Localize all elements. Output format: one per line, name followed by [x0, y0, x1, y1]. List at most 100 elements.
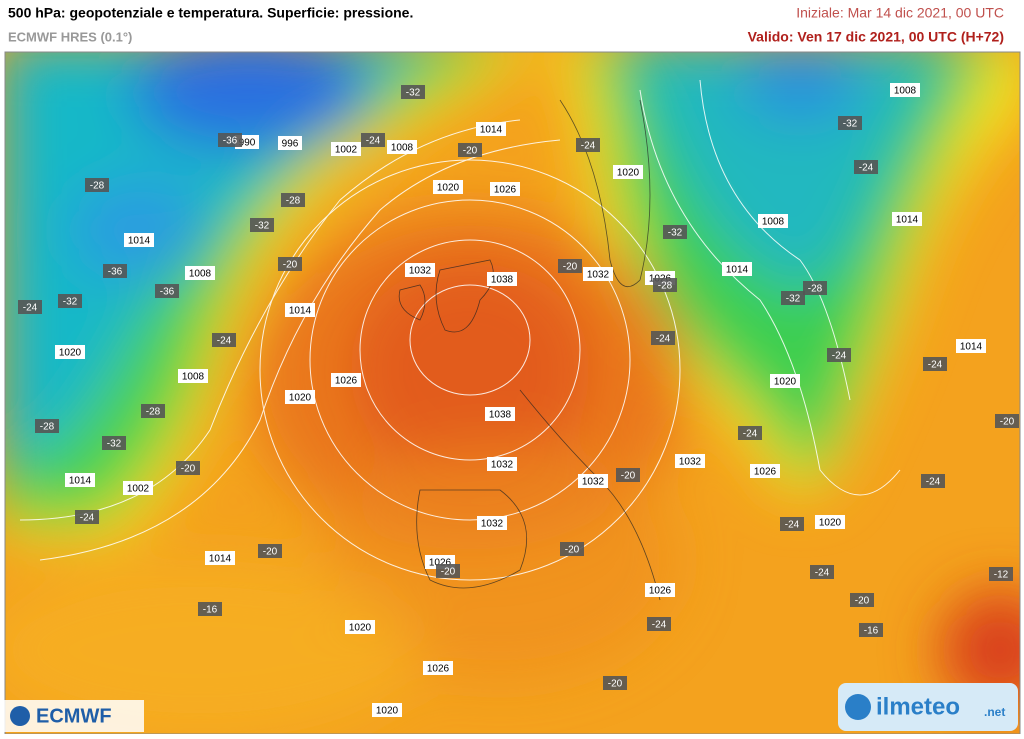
pressure-label: 1002	[127, 484, 150, 495]
temperature-label-box	[603, 676, 627, 690]
ecmwf-logo: ECMWF	[36, 705, 112, 727]
temperature-label-box	[923, 357, 947, 371]
pressure-label: 1026	[494, 185, 517, 196]
ilmeteo-logo: ilmeteo	[876, 693, 960, 720]
temperature-label-box	[361, 133, 385, 147]
ilmeteo-logo-suffix: .net	[984, 705, 1005, 719]
temperature-label: -16	[864, 626, 879, 637]
temperature-label: -24	[652, 620, 667, 631]
temperature-label-box	[18, 300, 42, 314]
pressure-label: 1032	[409, 266, 432, 277]
temperature-label-box	[35, 419, 59, 433]
pressure-label-box	[123, 481, 153, 495]
temperature-label: -20	[441, 567, 456, 578]
pressure-label: 1026	[429, 558, 452, 569]
pressure-label: 1008	[894, 86, 917, 97]
pressure-label: 1014	[480, 125, 503, 136]
pressure-label-box	[770, 374, 800, 388]
temperature-label-box	[653, 278, 677, 292]
pressure-label-box	[372, 703, 402, 717]
temperature-label-box	[212, 333, 236, 347]
ecmwf-logo-icon	[10, 706, 30, 726]
pressure-label: 1014	[69, 476, 92, 487]
temperature-label: -20	[263, 547, 278, 558]
pressure-label-box	[722, 262, 752, 276]
pressure-label-box	[645, 583, 675, 597]
pressure-label-box	[405, 263, 435, 277]
pressure-label-box	[387, 140, 417, 154]
temperature-label: -20	[621, 471, 636, 482]
pressure-label: 1014	[896, 215, 919, 226]
pressure-label: 1002	[335, 145, 358, 156]
pressure-label-box	[675, 454, 705, 468]
pressure-label: 1032	[582, 477, 605, 488]
temperature-label: -24	[832, 351, 847, 362]
pressure-label-box	[433, 180, 463, 194]
temperature-label: -32	[255, 221, 270, 232]
temperature-label-box	[278, 257, 302, 271]
pressure-label: 1008	[182, 372, 205, 383]
map-title: 500 hPa: geopotenziale e temperatura. Su…	[8, 5, 413, 21]
temperature-label: -20	[565, 545, 580, 556]
temperature-label-box	[803, 281, 827, 295]
temperature-label-box	[576, 138, 600, 152]
pressure-label-box	[124, 233, 154, 247]
pressure-label: 1038	[491, 275, 514, 286]
pressure-label-box	[285, 390, 315, 404]
temperature-label: -24	[581, 141, 596, 152]
pressure-label-box	[285, 303, 315, 317]
pressure-label: 1026	[335, 376, 358, 387]
pressure-label-box	[178, 369, 208, 383]
temperature-label: -28	[40, 422, 55, 433]
pressure-label: 1032	[481, 519, 504, 530]
temperature-label: -20	[1000, 417, 1015, 428]
ilmeteo-logo-icon	[845, 694, 871, 720]
pressure-label-box	[278, 136, 302, 150]
pressure-label: 1020	[617, 168, 640, 179]
temperature-label: -24	[80, 513, 95, 524]
temperature-label-box	[103, 264, 127, 278]
pressure-label: 1038	[489, 410, 512, 421]
pressure-label-box	[205, 551, 235, 565]
map-field	[5, 52, 1020, 734]
temperature-label-box	[102, 436, 126, 450]
pressure-label: 996	[282, 139, 299, 150]
temperature-label: -32	[406, 88, 421, 99]
temperature-label-box	[258, 544, 282, 558]
pressure-label: 1026	[754, 467, 777, 478]
pressure-label: 1020	[819, 518, 842, 529]
temperature-label-box	[558, 259, 582, 273]
valid-time: Valido: Ven 17 dic 2021, 00 UTC (H+72)	[748, 29, 1004, 45]
temperature-label: -24	[785, 520, 800, 531]
model-name: ECMWF HRES (0.1°)	[8, 29, 132, 44]
temperature-label: -36	[223, 136, 238, 147]
temperature-label-box	[838, 116, 862, 130]
pressure-label-box	[613, 165, 643, 179]
temperature-label: -32	[843, 119, 858, 130]
temperature-label: -32	[107, 439, 122, 450]
temperature-label: -32	[63, 297, 78, 308]
pressure-label: 1020	[289, 393, 312, 404]
temperature-label-box	[401, 85, 425, 99]
temperature-label-box	[75, 510, 99, 524]
temperature-label: -20	[463, 146, 478, 157]
temperature-label-box	[827, 348, 851, 362]
temperature-label: -12	[994, 570, 1009, 581]
pressure-label-box	[423, 661, 453, 675]
pressure-label-box	[758, 214, 788, 228]
temperature-label: -24	[23, 303, 38, 314]
pressure-label-box	[583, 267, 613, 281]
temperature-label: -24	[926, 477, 941, 488]
temperature-label-box	[560, 542, 584, 556]
temperature-label: -24	[815, 568, 830, 579]
pressure-label: 1032	[587, 270, 610, 281]
init-time: Iniziale: Mar 14 dic 2021, 00 UTC	[796, 5, 1004, 21]
pressure-label: 1032	[679, 457, 702, 468]
pressure-label-box	[487, 457, 517, 471]
pressure-label: 1008	[189, 269, 212, 280]
pressure-label: 1020	[437, 183, 460, 194]
temperature-label: -16	[203, 605, 218, 616]
temperature-label: -28	[808, 284, 823, 295]
pressure-label-box	[578, 474, 608, 488]
